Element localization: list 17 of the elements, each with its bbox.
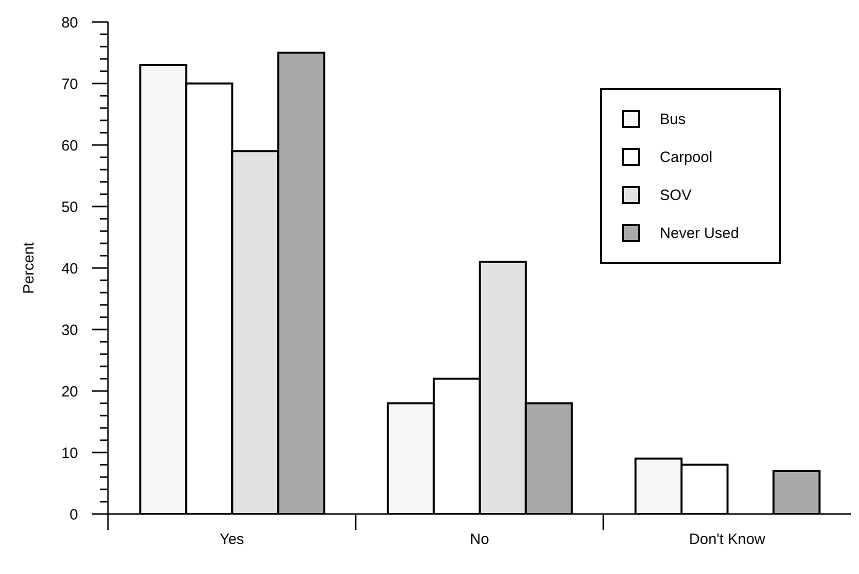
y-tick-label: 70 <box>61 76 78 93</box>
y-tick-label: 40 <box>61 260 78 278</box>
x-tick-label: Don't Know <box>689 531 766 548</box>
x-tick-label: No <box>470 531 490 548</box>
legend-label: Carpool <box>660 148 712 166</box>
y-tick-label: 50 <box>61 198 78 216</box>
y-tick-label: 30 <box>61 322 78 339</box>
y-tick-label: 20 <box>61 383 78 400</box>
x-tick-label: Yes <box>220 531 244 548</box>
y-axis-title: Percent <box>20 241 38 294</box>
y-tick-label: 80 <box>61 14 78 32</box>
legend-label: Bus <box>660 110 686 128</box>
legend-label: Never Used <box>660 224 739 242</box>
legend-label: SOV <box>660 186 692 204</box>
y-tick-label: 10 <box>61 444 78 462</box>
y-tick-label: 0 <box>70 506 78 524</box>
y-tick-label: 60 <box>61 137 78 154</box>
